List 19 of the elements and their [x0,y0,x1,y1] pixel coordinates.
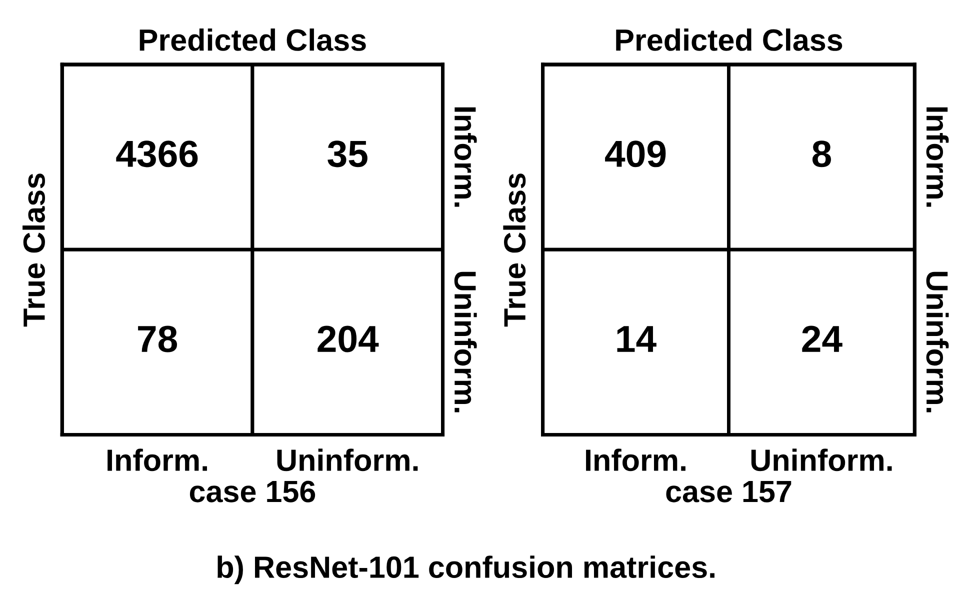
data-label: 14 [617,326,656,352]
chart-title: Predicted Class [140,28,366,51]
data-label: 204 [318,326,379,352]
x-tick-label: Inform. [586,448,686,472]
x-axis-title: case 157 [666,481,792,502]
data-label: 78 [138,326,178,352]
x-tick-label: Uninform. [751,448,892,472]
x-tick-label: Uninform. [277,448,418,472]
y-axis-title: True Class [22,174,45,327]
data-label: 35 [328,140,368,168]
data-label: 8 [812,140,831,168]
data-label: 24 [802,326,842,352]
chart-title: Predicted Class [616,28,842,51]
data-label: 4366 [116,140,198,168]
text: b) ResNet-101 confusion matrices. [218,556,714,584]
y-axis-title: True Class [503,174,526,327]
x-tick-label: Inform. [108,448,207,472]
data-label: 409 [605,140,666,168]
x-axis-title: case 156 [190,480,316,502]
